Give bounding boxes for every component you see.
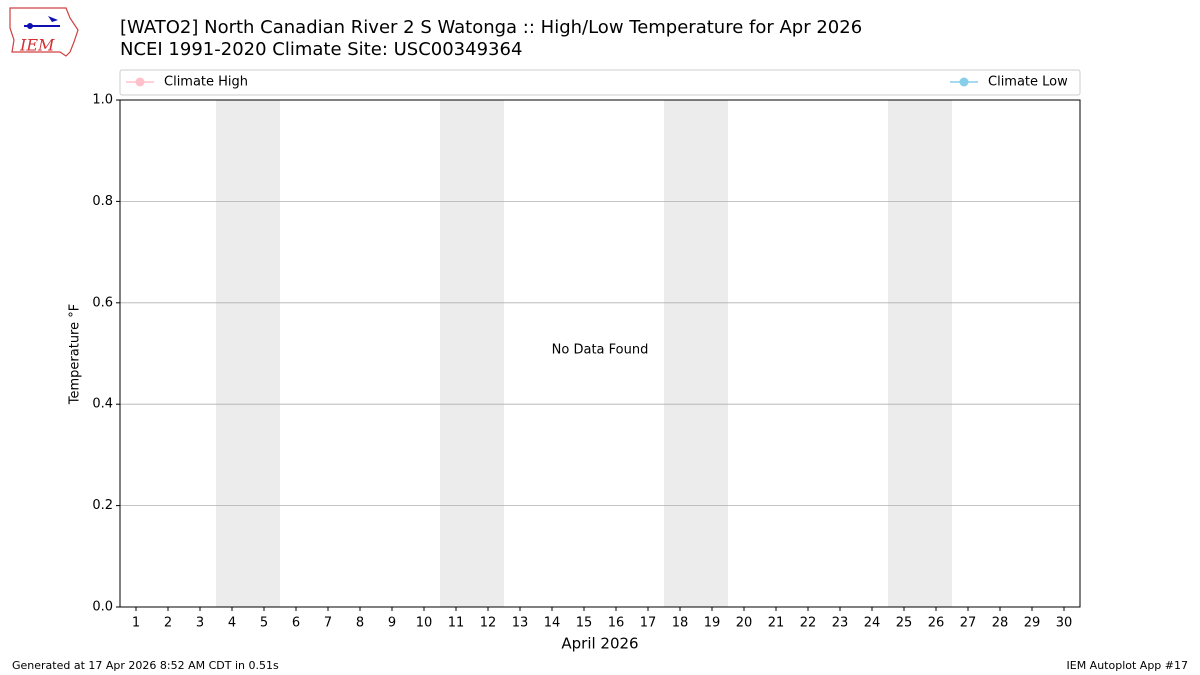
x-tick-label: 25	[896, 616, 913, 631]
x-tick-label: 17	[640, 616, 657, 631]
legend-box	[119, 69, 1081, 96]
x-tick-label: 3	[196, 616, 204, 631]
weekend-shade	[440, 100, 504, 607]
x-tick-label: 16	[608, 616, 625, 631]
x-tick-label: 13	[512, 616, 529, 631]
x-axis-label: April 2026	[561, 635, 638, 653]
x-tick-label: 30	[1056, 616, 1073, 631]
x-tick-label: 27	[960, 616, 977, 631]
x-tick-label: 9	[388, 616, 396, 631]
x-tick-label: 23	[832, 616, 849, 631]
x-tick-label: 10	[416, 616, 433, 631]
x-tick-label: 20	[736, 616, 753, 631]
x-tick-label: 15	[576, 616, 593, 631]
x-tick-label: 21	[768, 616, 785, 631]
y-tick-label: 0.2	[92, 498, 113, 513]
logo-text: IEM	[19, 36, 55, 55]
plot-frame	[119, 99, 1081, 608]
legend-label: Climate High	[164, 75, 248, 90]
x-tick-label: 26	[928, 616, 945, 631]
y-tick-label: 0.6	[92, 295, 113, 310]
weekend-shade	[216, 100, 280, 607]
logo: IEM	[9, 7, 79, 57]
footer-left: Generated at 17 Apr 2026 8:52 AM CDT in …	[12, 659, 279, 672]
chart-title: [WATO2] North Canadian River 2 S Watonga…	[120, 17, 862, 38]
weekend-shade	[888, 100, 952, 607]
x-tick-label: 7	[324, 616, 332, 631]
x-tick-label: 14	[544, 616, 561, 631]
annotation: No Data Found	[552, 343, 649, 358]
x-tick-label: 1	[132, 616, 140, 631]
legend-label: Climate Low	[988, 75, 1068, 90]
x-tick-label: 22	[800, 616, 817, 631]
x-tick-label: 2	[164, 616, 172, 631]
x-tick-label: 18	[672, 616, 689, 631]
footer-right: IEM Autoplot App #17	[1067, 659, 1189, 672]
x-tick-label: 19	[704, 616, 721, 631]
y-tick-label: 0.4	[92, 397, 113, 412]
x-tick-label: 5	[260, 616, 268, 631]
weekend-shade	[664, 100, 728, 607]
x-tick-label: 4	[228, 616, 236, 631]
legend-marker	[959, 77, 969, 87]
plot-area	[120, 99, 1080, 608]
y-tick-label: 0.0	[92, 600, 113, 615]
legend-marker	[135, 77, 145, 87]
y-tick-label: 1.0	[92, 93, 113, 108]
x-tick-label: 6	[292, 616, 300, 631]
y-axis-label: Temperature °F	[68, 304, 83, 405]
x-tick-label: 24	[864, 616, 881, 631]
x-tick-label: 11	[448, 616, 465, 631]
x-tick-label: 8	[356, 616, 364, 631]
x-tick-label: 28	[992, 616, 1009, 631]
y-tick-label: 0.8	[92, 194, 113, 209]
x-tick-label: 12	[480, 616, 497, 631]
chart-subtitle: NCEI 1991-2020 Climate Site: USC00349364	[120, 39, 522, 60]
x-tick-label: 29	[1024, 616, 1041, 631]
